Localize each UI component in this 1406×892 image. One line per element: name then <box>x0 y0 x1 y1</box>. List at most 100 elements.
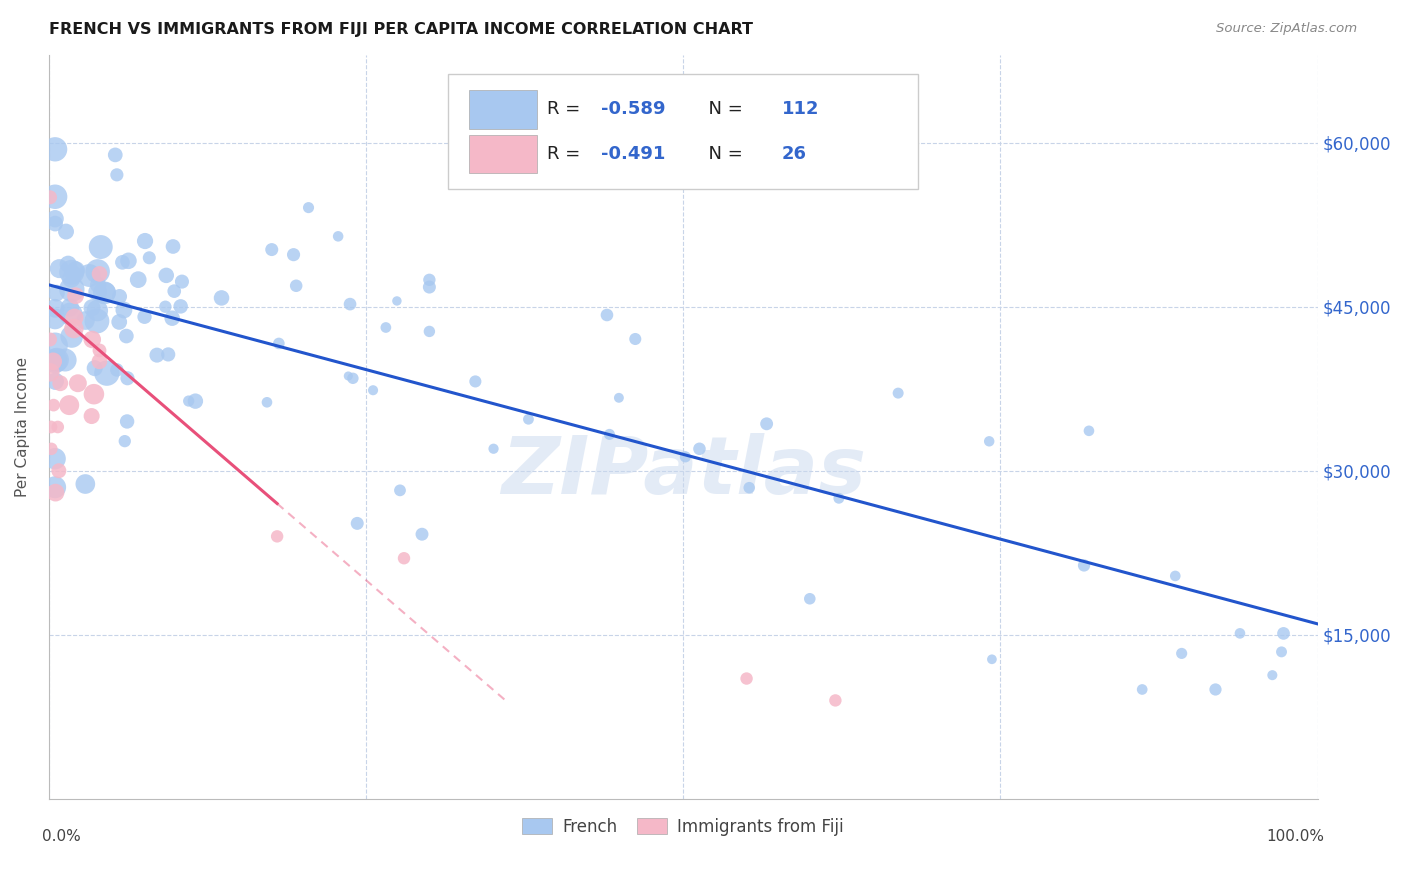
Point <box>49 376 72 391</box>
Point <box>138 251 160 265</box>
Point <box>170 275 193 289</box>
Text: -0.491: -0.491 <box>600 145 665 163</box>
Point <box>160 311 183 326</box>
Point <box>117 371 139 385</box>
Point <box>86 285 108 299</box>
Point <box>44 451 66 466</box>
Text: N =: N = <box>697 145 748 163</box>
Point <box>86 303 108 318</box>
Text: Source: ZipAtlas.com: Source: ZipAtlas.com <box>1216 22 1357 36</box>
Text: FRENCH VS IMMIGRANTS FROM FIJI PER CAPITA INCOME CORRELATION CHART: FRENCH VS IMMIGRANTS FROM FIJI PER CAPIT… <box>49 22 754 37</box>
Text: R =: R = <box>547 145 586 163</box>
Point <box>155 300 177 314</box>
Point <box>56 257 79 271</box>
Point <box>45 352 67 367</box>
Point <box>342 371 364 385</box>
Point <box>44 485 66 500</box>
Point <box>1073 558 1095 573</box>
Point <box>361 383 384 397</box>
Point <box>48 261 70 276</box>
Point <box>163 284 186 298</box>
Point <box>285 278 308 293</box>
Point <box>44 312 66 326</box>
Text: 112: 112 <box>782 101 820 119</box>
Point <box>1170 647 1192 661</box>
Point <box>283 247 305 261</box>
Point <box>63 310 86 325</box>
Text: 0.0%: 0.0% <box>42 829 82 844</box>
Point <box>117 253 139 268</box>
Point <box>86 264 108 278</box>
Point <box>155 268 177 283</box>
Point <box>256 395 278 409</box>
Point <box>267 336 290 351</box>
Point <box>75 477 97 491</box>
Point <box>59 301 82 315</box>
Point <box>80 409 103 423</box>
Point <box>184 394 207 409</box>
Text: -0.589: -0.589 <box>600 101 665 119</box>
Point <box>39 333 62 347</box>
Point <box>735 672 758 686</box>
Point <box>824 693 846 707</box>
Point <box>60 329 83 343</box>
Point <box>111 255 134 269</box>
Point <box>114 434 136 449</box>
Point <box>62 266 84 280</box>
Point <box>799 591 821 606</box>
Point <box>44 480 66 494</box>
Point <box>82 333 104 347</box>
Point <box>887 386 910 401</box>
Point <box>979 434 1001 449</box>
Point <box>1204 682 1226 697</box>
Point <box>105 363 128 377</box>
Point <box>464 375 486 389</box>
Point <box>83 361 105 376</box>
Point <box>596 308 619 322</box>
Point <box>44 354 66 368</box>
Point <box>46 420 69 434</box>
Point <box>77 268 100 283</box>
Point <box>93 285 115 300</box>
Point <box>60 282 83 296</box>
Point <box>127 272 149 286</box>
Point <box>828 491 851 506</box>
Point <box>94 285 117 300</box>
Text: N =: N = <box>697 101 748 119</box>
Point <box>624 332 647 346</box>
Point <box>83 387 105 401</box>
Point <box>42 354 65 368</box>
Point <box>108 289 131 303</box>
Point <box>134 234 156 248</box>
Point <box>60 271 83 285</box>
Point <box>44 217 66 231</box>
Point <box>1261 668 1284 682</box>
Point <box>44 374 66 388</box>
Point <box>134 310 156 324</box>
Point <box>39 190 62 204</box>
Point <box>392 551 415 566</box>
Point <box>80 301 103 315</box>
Point <box>42 398 65 412</box>
Point <box>65 263 87 277</box>
Point <box>169 299 191 313</box>
Point <box>177 394 200 409</box>
Point <box>326 229 349 244</box>
Point <box>86 314 108 328</box>
Point <box>517 412 540 426</box>
Point <box>89 267 111 281</box>
Point <box>63 321 86 335</box>
Point <box>58 398 80 412</box>
Point <box>388 483 411 498</box>
Point <box>266 529 288 543</box>
Point <box>44 211 66 226</box>
Point <box>115 414 138 428</box>
Point <box>87 277 110 292</box>
Point <box>1229 626 1251 640</box>
Point <box>89 343 111 358</box>
Text: R =: R = <box>547 101 586 119</box>
Point <box>53 353 76 368</box>
FancyBboxPatch shape <box>449 74 918 189</box>
Point <box>65 289 87 303</box>
Point <box>39 420 62 434</box>
